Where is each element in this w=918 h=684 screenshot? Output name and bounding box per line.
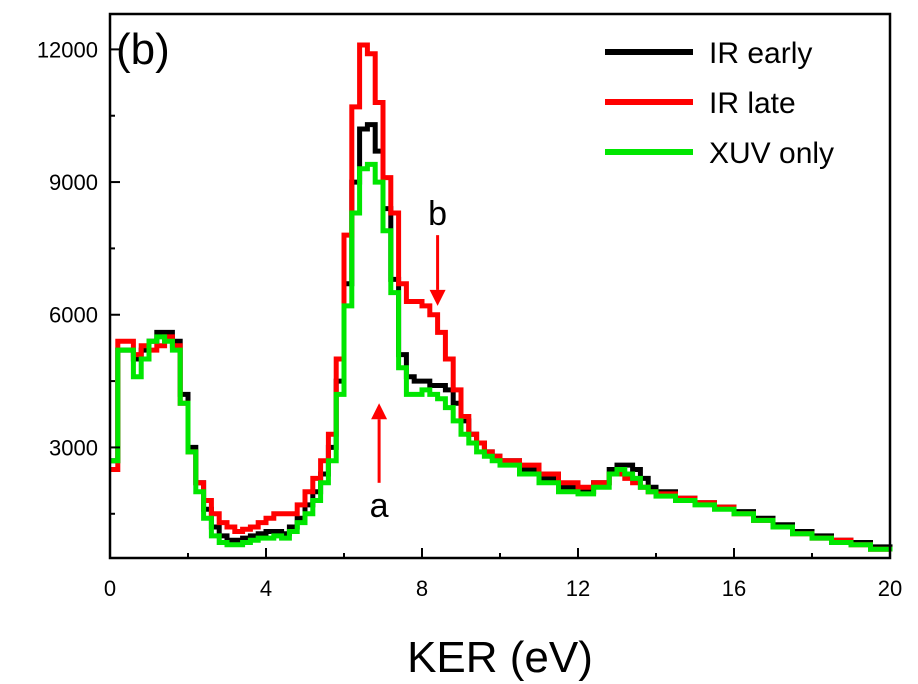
annotation-b: b: [428, 195, 447, 306]
x-tick-label: 0: [104, 576, 116, 601]
annotation-arrow-head-b: [429, 289, 446, 306]
annotation-a: a: [370, 403, 389, 525]
legend-label: IR early: [709, 37, 812, 70]
x-tick-label: 12: [566, 576, 590, 601]
legend-label: IR late: [709, 87, 796, 120]
legend-entry: IR late: [605, 87, 796, 120]
x-tick-label: 4: [260, 576, 272, 601]
y-tick-label: 12000: [37, 37, 98, 62]
x-tick-label: 16: [722, 576, 746, 601]
x-tick-label: 8: [416, 576, 428, 601]
y-tick-label: 9000: [49, 170, 98, 195]
annotation-arrow-head-a: [371, 403, 388, 420]
y-tick-label: 6000: [49, 303, 98, 328]
annotation-label-b: b: [428, 195, 447, 233]
axes: 0 4 8 12 16 20 3000 6000 9000 12000: [37, 12, 902, 601]
annotation-label-a: a: [370, 487, 389, 525]
panel-label: (b): [116, 25, 170, 74]
legend: IR early IR late XUV only: [605, 37, 834, 170]
legend-entry: IR early: [605, 37, 812, 70]
x-tick-label: 20: [878, 576, 902, 601]
series-layer: [110, 42, 893, 552]
legend-label: XUV only: [709, 137, 834, 170]
x-axis-title: KER (eV): [407, 633, 593, 682]
legend-entry: XUV only: [605, 137, 834, 170]
series-line-xuv-only: [110, 161, 893, 552]
annotations: ab: [370, 195, 447, 525]
y-tick-label: 3000: [49, 435, 98, 460]
